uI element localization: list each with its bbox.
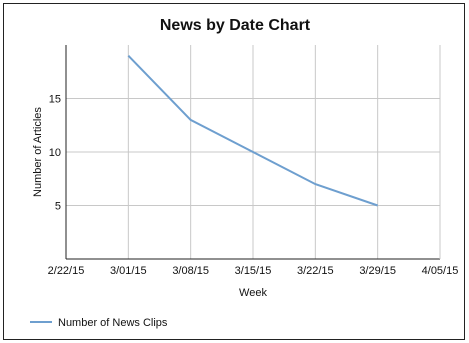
x-tick-label: 4/05/15 bbox=[422, 265, 459, 277]
axes bbox=[65, 45, 441, 260]
y-tick-label: 10 bbox=[49, 147, 61, 159]
x-tick-label: 2/22/15 bbox=[48, 265, 85, 277]
chart-frame bbox=[3, 3, 465, 340]
legend-label: Number of News Clips bbox=[58, 317, 168, 329]
legend: Number of News Clips bbox=[30, 317, 168, 329]
x-tick-label: 3/15/15 bbox=[235, 265, 272, 277]
x-tick-label: 3/22/15 bbox=[297, 265, 334, 277]
y-tick-label: 15 bbox=[49, 94, 61, 106]
y-tick-label: 5 bbox=[55, 201, 61, 213]
x-tick-labels: 2/22/15 3/01/15 3/08/15 3/15/15 3/22/15 3/29/… bbox=[48, 265, 459, 277]
y-tick-labels: 5 10 15 bbox=[49, 94, 61, 213]
x-tick-label: 3/08/15 bbox=[172, 265, 209, 277]
y-axis-label: Number of Articles bbox=[32, 107, 44, 197]
x-axis-label: Week bbox=[239, 287, 267, 299]
chart-title: News by Date Chart bbox=[160, 17, 311, 34]
series-lines bbox=[127, 55, 378, 207]
x-tick-label: 3/29/15 bbox=[359, 265, 396, 277]
x-tick-label: 3/01/15 bbox=[110, 265, 147, 277]
